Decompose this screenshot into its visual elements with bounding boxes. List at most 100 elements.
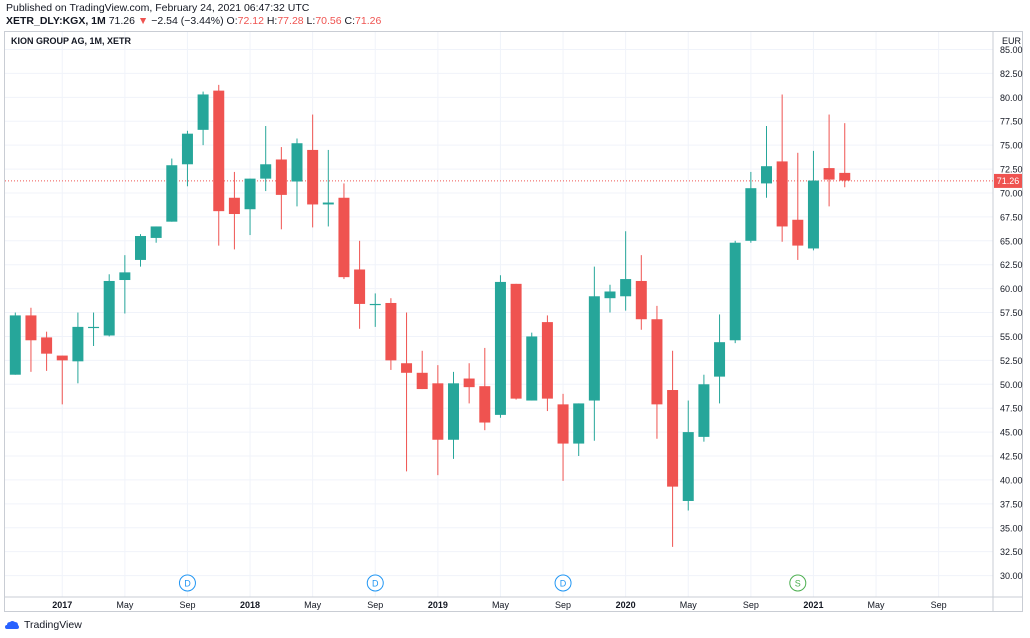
- time-tick-label: May: [116, 600, 134, 610]
- candle: [745, 171, 757, 243]
- candle-body: [228, 197, 240, 215]
- price-tick-label: 32.50: [1000, 547, 1023, 557]
- candle-body: [839, 172, 851, 181]
- candles: [9, 84, 851, 547]
- candle: [682, 400, 694, 511]
- candle: [792, 152, 804, 260]
- event-marker-circle: [789, 574, 807, 592]
- candle-body: [25, 315, 37, 341]
- low-value: 70.56: [315, 15, 342, 27]
- candle: [307, 114, 319, 228]
- candle: [573, 403, 585, 457]
- time-tick-label: Sep: [931, 600, 947, 610]
- open-label: O:: [226, 15, 238, 27]
- candle: [244, 178, 256, 236]
- candle-body: [307, 149, 319, 205]
- high-label: H:: [266, 15, 278, 27]
- currency-label: EUR: [1002, 36, 1022, 46]
- time-tick-label: 2020: [616, 600, 636, 610]
- candle-body: [588, 296, 600, 401]
- candle: [588, 266, 600, 441]
- candle: [322, 149, 334, 227]
- candle: [807, 150, 819, 251]
- candle: [56, 355, 68, 405]
- candle-body: [166, 165, 178, 222]
- candle-body: [729, 242, 741, 341]
- time-tick-label: Sep: [367, 600, 383, 610]
- candle: [354, 240, 366, 329]
- candle-body: [432, 383, 444, 440]
- candle: [635, 255, 647, 330]
- candle: [181, 130, 193, 187]
- candle-body: [620, 279, 632, 297]
- candle: [823, 114, 835, 207]
- event-marker-circle: [366, 574, 384, 592]
- last-price-tag-label: 71.26: [997, 176, 1020, 186]
- candle: [729, 240, 741, 344]
- candle: [494, 275, 506, 418]
- candle: [557, 393, 569, 481]
- candle: [761, 126, 772, 198]
- event-marker-label: S: [795, 579, 801, 589]
- candle: [369, 293, 381, 327]
- candle-body: [479, 386, 491, 423]
- price-axis: 30.00 32.50 35.00 37.50 40.00 42.50 45.00 47.50…: [1000, 36, 1023, 581]
- candle-body: [667, 390, 679, 487]
- price-tick-label: 50.00: [1000, 380, 1023, 390]
- candle-body: [260, 164, 272, 179]
- candle: [416, 350, 428, 390]
- candle: [698, 374, 710, 442]
- candle: [667, 350, 679, 547]
- candle: [291, 138, 303, 207]
- price-tick-label: 37.50: [1000, 499, 1023, 509]
- price-tick-label: 72.50: [1000, 165, 1023, 175]
- candle-body: [792, 219, 804, 246]
- time-tick-label: Sep: [179, 600, 195, 610]
- candle: [479, 347, 491, 431]
- time-tick-label: Sep: [555, 600, 571, 610]
- candle: [432, 365, 444, 476]
- candle: [119, 255, 131, 314]
- candle-body: [322, 202, 334, 205]
- close-value: 71.26: [355, 15, 382, 27]
- price-tick-label: 35.00: [1000, 523, 1023, 533]
- candle-body: [698, 384, 710, 437]
- footer-brand: TradingView: [24, 619, 82, 631]
- event-marker: D: [554, 574, 572, 592]
- candle: [401, 312, 413, 472]
- candle-body: [448, 383, 459, 440]
- candle: [150, 226, 162, 243]
- change: −2.54 (−3.44%): [151, 15, 224, 27]
- time-tick-label: 2017: [52, 600, 72, 610]
- candle-body: [745, 188, 757, 241]
- candle-body: [823, 168, 835, 180]
- candle-body: [369, 303, 381, 306]
- candle: [463, 363, 475, 404]
- candle: [776, 94, 788, 242]
- candle-body: [416, 372, 428, 390]
- price-tick-label: 67.50: [1000, 212, 1023, 222]
- price-tick-label: 45.00: [1000, 428, 1023, 438]
- candle-body: [807, 180, 819, 249]
- price-tick-label: 82.50: [1000, 69, 1023, 79]
- tradingview-logo-icon: [5, 621, 19, 629]
- time-axis: 2017 May Sep 2018 May Sep 2019 May Sep 2020 May Sep…: [52, 600, 946, 610]
- price-tick-label: 62.50: [1000, 260, 1023, 270]
- chart-title: KION GROUP AG, 1M, XETR: [11, 36, 132, 46]
- down-arrow-icon: ▼: [137, 15, 149, 27]
- event-marker-label: D: [372, 579, 379, 589]
- candle-body: [291, 143, 303, 182]
- published-line: Published on TradingView.com, February 2…: [6, 2, 310, 14]
- candle-body: [213, 90, 225, 212]
- candle: [9, 312, 21, 375]
- price-tick-label: 40.00: [1000, 475, 1023, 485]
- candle: [604, 284, 616, 313]
- price-tick-label: 75.00: [1000, 141, 1023, 151]
- candle-body: [604, 291, 616, 299]
- price-tick-label: 42.50: [1000, 452, 1023, 462]
- candle: [714, 314, 726, 404]
- candle: [275, 147, 287, 230]
- event-marker-circle: [554, 574, 572, 592]
- close-label: C:: [344, 15, 356, 27]
